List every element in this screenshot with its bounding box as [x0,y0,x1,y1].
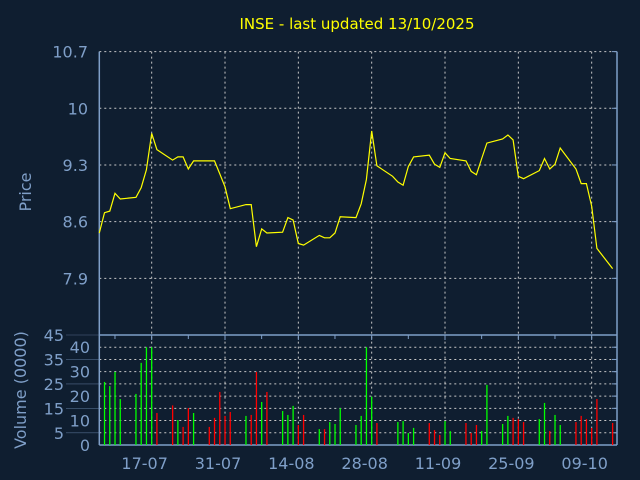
volume-tick-label: 15 [44,399,64,418]
volume-tick-label: 40 [70,338,90,357]
price-axis-label: Price [16,172,35,211]
price-tick-label: 9.3 [63,156,88,175]
x-tick-label: 11-09 [415,454,462,473]
volume-tick-label: 5 [54,424,64,443]
volume-tick-label: 30 [70,363,90,382]
x-tick-label: 25-09 [488,454,535,473]
chart-title: INSE - last updated 13/10/2025 [239,15,474,33]
volume-tick-label: 35 [44,350,64,369]
x-tick-label: 28-08 [341,454,388,473]
volume-tick-label: 20 [70,387,90,406]
price-line [98,130,614,269]
x-tick-label: 31-07 [195,454,242,473]
volume-tick-label: 45 [44,326,64,345]
price-tick-label: 8.6 [63,213,88,232]
price-tick-label: 10 [68,99,88,118]
volume-axis-label: Volume (0000) [11,331,30,449]
x-tick-label: 14-08 [268,454,315,473]
price-tick-label: 7.9 [63,269,88,288]
x-tick-label: 09-10 [561,454,608,473]
volume-tick-label: 25 [44,375,64,394]
volume-tick-label: 0 [80,436,90,455]
x-tick-label: 17-07 [121,454,168,473]
volume-tick-label: 10 [70,412,90,431]
price-tick-label: 10.7 [52,43,88,62]
